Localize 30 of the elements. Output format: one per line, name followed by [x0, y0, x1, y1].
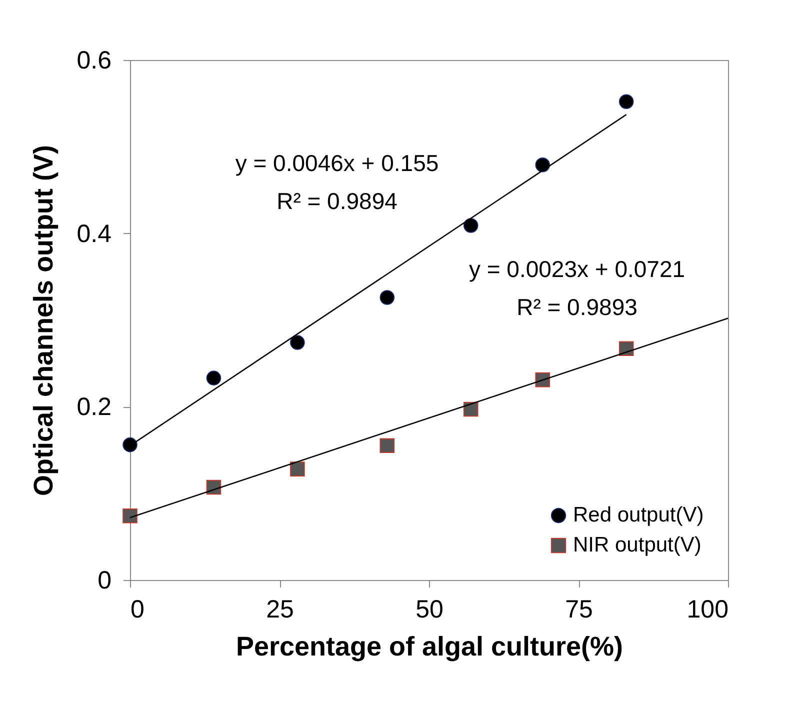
point [463, 218, 478, 233]
point [380, 438, 395, 454]
annotation: R² = 0.9893 [516, 294, 638, 320]
legend-label: Red output(V) [573, 504, 704, 526]
x-tick-label: 100 [686, 596, 728, 624]
y-tick-label: 0.2 [76, 393, 112, 422]
point [122, 437, 138, 452]
y-tick-label: 0.4 [76, 220, 112, 248]
annotation: R² = 0.9894 [276, 188, 398, 214]
point [463, 402, 478, 417]
point [122, 508, 138, 524]
x-tick-label: 0 [130, 596, 144, 624]
annotation: y = 0.0023x + 0.0721 [468, 256, 686, 282]
point [206, 370, 222, 386]
point [290, 335, 305, 350]
annotation: y = 0.0046x + 0.155 [235, 150, 439, 176]
point [380, 290, 395, 305]
y-tick-label: 0.6 [76, 46, 112, 74]
x-tick-label: 75 [565, 596, 593, 624]
y-axis-title: Optical channels output (V) [28, 144, 59, 496]
legend-label: NIR output(V) [573, 534, 702, 556]
point [618, 94, 634, 109]
point [290, 462, 305, 476]
y-tick-label: 0 [98, 566, 112, 594]
point [618, 341, 634, 356]
point [535, 157, 550, 172]
x-tick-label: 25 [266, 596, 294, 624]
x-tick-label: 50 [416, 596, 444, 624]
point [535, 372, 550, 388]
x-axis-title: Percentage of algal culture(%) [236, 632, 624, 662]
